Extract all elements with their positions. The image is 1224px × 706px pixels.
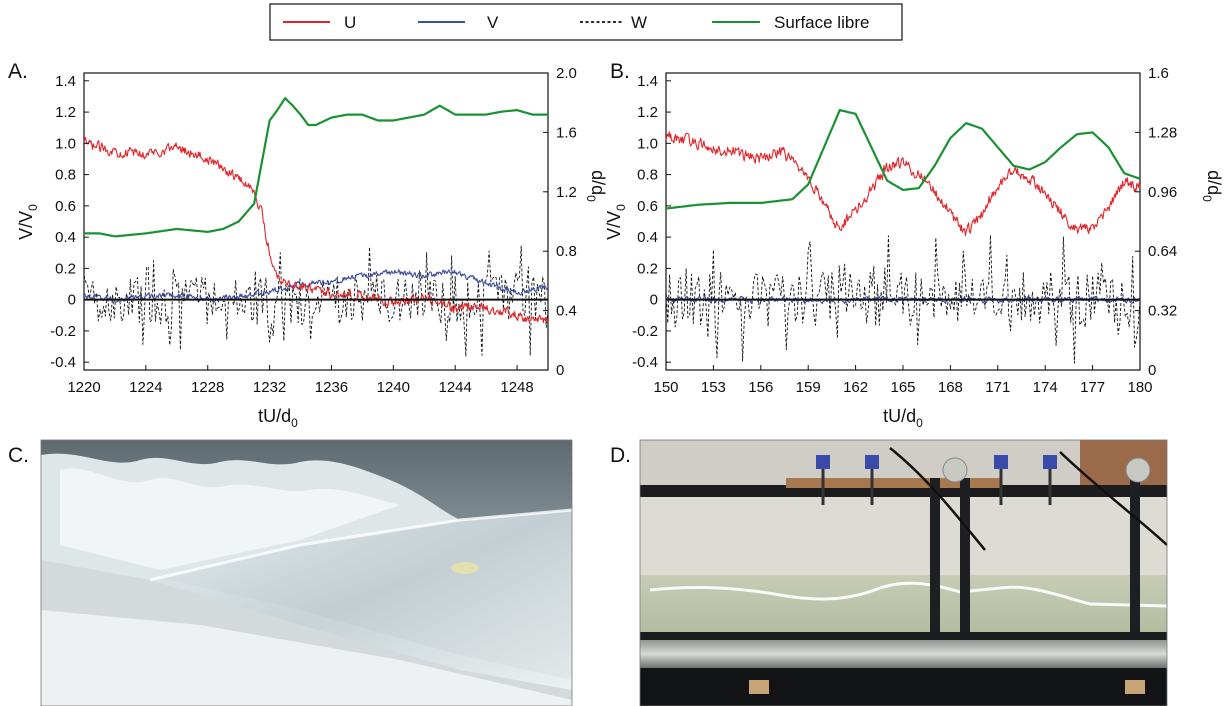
- chart-b-ytick-label: 0.2: [637, 260, 658, 277]
- chart-a-xtick-label: 1220: [67, 379, 100, 396]
- chart-b-ytick-label: -0.4: [632, 354, 658, 371]
- chart-b-y2tick-label: 0: [1148, 362, 1156, 379]
- chart-a-y2tick-label: 0.4: [556, 303, 577, 320]
- legend-item-w: W: [580, 13, 647, 32]
- legend-label-u: U: [344, 13, 356, 32]
- chart-a-series-w: [83, 245, 549, 358]
- chart-b-y2tick-label: 1.6: [1148, 65, 1169, 82]
- chart-b-xlabel: tU/d0: [883, 406, 923, 430]
- panel-a-letter: A.: [8, 60, 28, 83]
- chart-a-xlabel: tU/d0: [258, 406, 298, 430]
- legend-item-v: V: [418, 13, 499, 32]
- chart-b-xtick-label: 159: [796, 379, 821, 396]
- chart-b-ytick-label: 1.0: [637, 135, 658, 152]
- chart-b-ticks: 150 153 156 159 162 165 168 171 174 177 180 1.4 1.2 1…: [632, 65, 1177, 396]
- chart-b-xtick-label: 180: [1127, 379, 1152, 396]
- chart-b: 150 153 156 159 162 165 168 171 174 177 180 1.4 1.2 1…: [604, 65, 1224, 430]
- chart-a-xtick-label: 1244: [439, 379, 472, 396]
- chart-b-xtick-label: 171: [985, 379, 1010, 396]
- chart-a-ytick-label: -0.2: [50, 323, 76, 340]
- chart-b-xtick-label: 168: [938, 379, 963, 396]
- chart-a-ytick-label: 1.2: [55, 104, 76, 121]
- chart-a-ytick-label: 1.4: [55, 73, 76, 90]
- chart-b-xtick-label: 165: [890, 379, 915, 396]
- chart-b-ytick-label: 0.8: [637, 167, 658, 184]
- photo-c-breaking-wave: [40, 439, 573, 706]
- chart-b-xtick-label: 150: [653, 379, 678, 396]
- chart-b-plot-frame: [665, 72, 1141, 371]
- chart-a-y2tick-label: 1.2: [556, 184, 577, 201]
- chart-b-y2label: d/d0: [1200, 170, 1224, 202]
- chart-a-ytick-label: 1.0: [55, 135, 76, 152]
- chart-a-y2tick-label: 2.0: [556, 65, 577, 82]
- chart-b-ytick-label: 0.6: [637, 198, 658, 215]
- chart-b-ytick-label: 1.2: [637, 104, 658, 121]
- chart-b-y2tick-label: 0.64: [1148, 243, 1177, 260]
- chart-a-ytick-label: -0.4: [50, 354, 76, 371]
- chart-b-xtick-label: 162: [843, 379, 868, 396]
- chart-a-series-u: [83, 137, 549, 324]
- chart-a-ytick-label: 0.4: [55, 229, 76, 246]
- chart-a-series-surface-libre: [84, 97, 548, 238]
- chart-a-ylabel: V/V0: [16, 204, 40, 240]
- chart-b-ytick-label: -0.2: [632, 323, 658, 340]
- chart-a-xtick-label: 1248: [500, 379, 533, 396]
- chart-b-series-surface-libre: [665, 109, 1141, 210]
- chart-a-y2tick-label: 0.8: [556, 243, 577, 260]
- chart-a-xtick-label: 1228: [191, 379, 224, 396]
- chart-a-marks: [83, 97, 549, 358]
- chart-b-y2tick-label: 0.32: [1148, 303, 1177, 320]
- chart-a-y2tick-label: 1.6: [556, 124, 577, 141]
- chart-b-xtick-label: 156: [748, 379, 773, 396]
- chart-a-ytick-label: 0: [68, 292, 76, 309]
- chart-b-series-u: [665, 131, 1141, 237]
- chart-a-ticks: 1220 1224 1228 1232 1236 1240 1244 1248 1.4 1.2 1.…: [50, 65, 577, 396]
- chart-a-xtick-label: 1224: [129, 379, 162, 396]
- panel-c-letter: C.: [8, 444, 29, 467]
- legend-label-surface: Surface libre: [774, 13, 869, 32]
- chart-a-y2tick-label: 0: [556, 362, 564, 379]
- chart-b-y2tick-label: 0.96: [1148, 184, 1177, 201]
- chart-b-ylabel: V/V0: [604, 204, 628, 240]
- chart-a-ytick-label: 0.6: [55, 198, 76, 215]
- legend-item-u: U: [283, 13, 356, 32]
- chart-a-xtick-label: 1240: [377, 379, 410, 396]
- chart-b-y2tick-label: 1.28: [1148, 124, 1177, 141]
- chart-a: 1220 1224 1228 1232 1236 1240 1244 1248 1.4 1.2 1.…: [16, 65, 608, 430]
- chart-b-xtick-label: 174: [1033, 379, 1058, 396]
- chart-b-xtick-label: 177: [1080, 379, 1105, 396]
- legend: U V W Surface libre: [269, 3, 903, 41]
- chart-a-ytick-label: 0.2: [55, 260, 76, 277]
- chart-a-series-v: [83, 269, 549, 303]
- chart-b-ytick-label: 0.4: [637, 229, 658, 246]
- legend-item-surface: Surface libre: [712, 13, 869, 32]
- chart-b-xtick-label: 153: [701, 379, 726, 396]
- chart-a-xtick-label: 1236: [315, 379, 348, 396]
- chart-a-plot-frame: [83, 72, 549, 371]
- panel-d-letter: D.: [610, 444, 631, 467]
- legend-label-v: V: [487, 13, 499, 32]
- chart-a-xtick-label: 1232: [253, 379, 286, 396]
- chart-b-ytick-label: 1.4: [637, 73, 658, 90]
- chart-a-ytick-label: 0.8: [55, 167, 76, 184]
- legend-label-w: W: [631, 13, 647, 32]
- chart-b-marks: [665, 109, 1141, 364]
- chart-b-ytick-label: 0: [650, 292, 658, 309]
- chart-a-y2label: d/d0: [584, 170, 608, 202]
- photo-d-flume-photo: [639, 439, 1168, 706]
- panel-b-letter: B.: [610, 60, 630, 83]
